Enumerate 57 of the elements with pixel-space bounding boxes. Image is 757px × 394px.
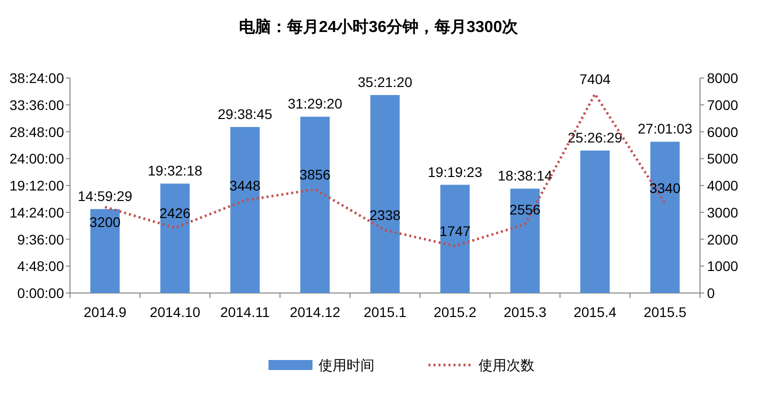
y-tick-label: 24:00:00 [10, 150, 64, 167]
data-label: 7404 [579, 71, 611, 88]
bar [160, 184, 190, 293]
bar [90, 209, 120, 293]
data-label: 2556 [509, 201, 541, 218]
data-label: 2338 [369, 207, 401, 224]
y-tick-label: 0:00:00 [17, 285, 64, 301]
y-tick-label: 19:12:00 [10, 178, 64, 194]
y2-tick-label: 7000 [707, 96, 738, 113]
y2-tick-label: 2000 [707, 231, 738, 248]
y-tick-label: 14:24:00 [10, 204, 64, 220]
x-tick-label: 2015.5 [644, 304, 687, 320]
legend-label: 使用次数 [478, 357, 534, 373]
y2-tick-label: 4000 [707, 178, 738, 194]
data-label: 1747 [439, 223, 471, 240]
bar [650, 142, 680, 293]
x-tick-label: 2015.1 [364, 304, 407, 320]
data-label: 31:29:20 [288, 96, 342, 112]
data-label: 25:26:29 [568, 130, 622, 146]
y-tick-label: 4:48:00 [17, 258, 64, 274]
y2-tick-label: 6000 [707, 124, 738, 140]
y2-tick-label: 0 [707, 285, 715, 301]
data-label: 29:38:45 [218, 106, 272, 122]
x-tick-label: 2014.10 [150, 304, 201, 320]
x-tick-label: 2015.3 [504, 304, 547, 320]
bar [300, 116, 330, 293]
data-label: 2426 [159, 204, 191, 221]
bar [370, 95, 400, 293]
bar [510, 188, 540, 293]
data-label: 3448 [229, 177, 261, 194]
y-tick-label: 33:36:00 [10, 96, 64, 113]
chart-title: 电脑：每月24小时36分钟，每月3300次 [238, 18, 520, 36]
data-label: 19:19:23 [428, 164, 482, 180]
data-label: 3856 [299, 166, 331, 182]
bar [580, 150, 610, 293]
y-tick-label: 9:36:00 [17, 231, 64, 248]
x-tick-label: 2014.11 [220, 304, 270, 320]
x-tick-label: 2014.9 [84, 304, 127, 320]
y2-tick-label: 1000 [707, 258, 738, 274]
data-label: 35:21:20 [358, 74, 412, 90]
x-tick-label: 2015.2 [434, 304, 477, 320]
x-tick-label: 2014.12 [290, 304, 341, 320]
data-label: 19:32:18 [148, 162, 202, 179]
data-label: 3200 [89, 214, 121, 230]
data-label: 18:38:14 [498, 168, 552, 184]
y2-tick-label: 5000 [707, 150, 738, 167]
bar [230, 127, 260, 293]
y-tick-label: 28:48:00 [10, 124, 64, 140]
legend-label: 使用时间 [318, 357, 374, 373]
y2-tick-label: 8000 [707, 70, 738, 86]
y2-tick-label: 3000 [707, 204, 738, 220]
x-tick-label: 2015.4 [574, 304, 617, 320]
y-tick-label: 38:24:00 [10, 70, 64, 86]
data-label: 14:59:29 [78, 188, 132, 204]
data-label: 27:01:03 [638, 120, 692, 137]
data-label: 3340 [649, 180, 681, 196]
bar [440, 184, 470, 293]
